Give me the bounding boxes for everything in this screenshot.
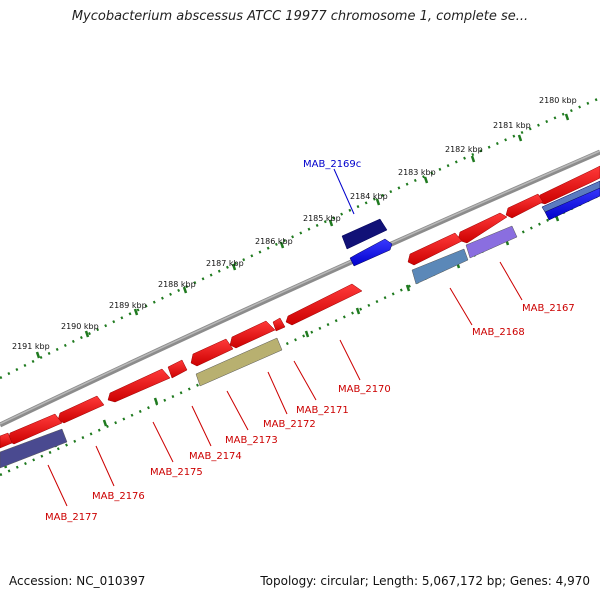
map-title: Mycobacterium abscessus ATCC 19977 chrom…	[71, 9, 529, 24]
gene-label-mab-2174[interactable]: MAB_2174	[189, 451, 242, 462]
feature-bar[interactable]	[465, 225, 518, 259]
scale-label: 2185 kbp	[303, 214, 341, 223]
label-leaders	[47, 168, 523, 507]
feature-bar[interactable]	[0, 428, 68, 469]
gene-label-mab-2172[interactable]: MAB_2172	[263, 419, 316, 430]
feature-bar[interactable]	[411, 248, 469, 285]
gene-label-mab-2176[interactable]: MAB_2176	[92, 491, 145, 502]
gene-arrow[interactable]	[229, 320, 276, 349]
gene-label-mab-2170[interactable]: MAB_2170	[338, 384, 391, 395]
reverse-genes	[341, 180, 600, 267]
forward-genes	[0, 165, 600, 449]
gene-mab-2169c[interactable]	[341, 218, 388, 250]
scale-label: 2182 kbp	[445, 145, 483, 154]
genome-backbone-highlight	[0, 150, 600, 425]
accession-text: Accession: NC_010397	[9, 574, 146, 588]
gene-label-mab-2175[interactable]: MAB_2175	[150, 467, 203, 478]
outer-tick-ring	[0, 96, 600, 380]
genome-summary-text: Topology: circular; Length: 5,067,172 bp…	[260, 574, 590, 588]
gene-label-mab-2171[interactable]: MAB_2171	[296, 405, 349, 416]
gene-arrow[interactable]	[167, 359, 188, 379]
gene-arrow[interactable]	[0, 432, 13, 449]
gene-label-mab-2177[interactable]: MAB_2177	[45, 512, 98, 523]
gene-label-mab-2169c[interactable]: MAB_2169c	[303, 159, 361, 170]
scale-label: 2186 kbp	[255, 237, 293, 246]
gene-arrow[interactable]	[272, 317, 286, 332]
gene-label-mab-2173[interactable]: MAB_2173	[225, 435, 278, 446]
gene-arrow[interactable]	[407, 232, 463, 266]
scale-label: 2184 kbp	[350, 192, 388, 201]
feature-bar[interactable]	[195, 337, 283, 387]
gene-arrow[interactable]	[349, 238, 393, 267]
gene-labels: MAB_2169c MAB_2167 MAB_2168 MAB_2170 MAB…	[45, 159, 575, 523]
scale-label: 2188 kbp	[158, 280, 196, 289]
genome-backbone	[0, 149, 600, 428]
outer-major-ticks	[35, 113, 570, 359]
scale-label: 2180 kbp	[539, 96, 577, 105]
gene-label-mab-2167[interactable]: MAB_2167	[522, 303, 575, 314]
scale-label: 2181 kbp	[493, 121, 531, 130]
gene-arrow[interactable]	[57, 395, 105, 424]
scale-label: 2183 kbp	[398, 168, 436, 177]
gene-arrow[interactable]	[541, 180, 600, 213]
scale-label: 2190 kbp	[61, 322, 99, 331]
gene-arrow[interactable]	[505, 193, 544, 219]
scale-label: 2191 kbp	[12, 342, 50, 351]
gene-label-mab-2168[interactable]: MAB_2168	[472, 327, 525, 338]
gene-arrow[interactable]	[285, 283, 363, 326]
feature-bars	[0, 225, 518, 469]
gene-arrow[interactable]	[190, 338, 234, 367]
scale-label: 2187 kbp	[206, 259, 244, 268]
scale-labels: 2180 kbp 2181 kbp 2182 kbp 2183 kbp 2184…	[12, 96, 577, 351]
scale-label: 2189 kbp	[109, 301, 147, 310]
inner-tick-ring	[0, 193, 600, 477]
gene-arrow[interactable]	[107, 368, 171, 403]
